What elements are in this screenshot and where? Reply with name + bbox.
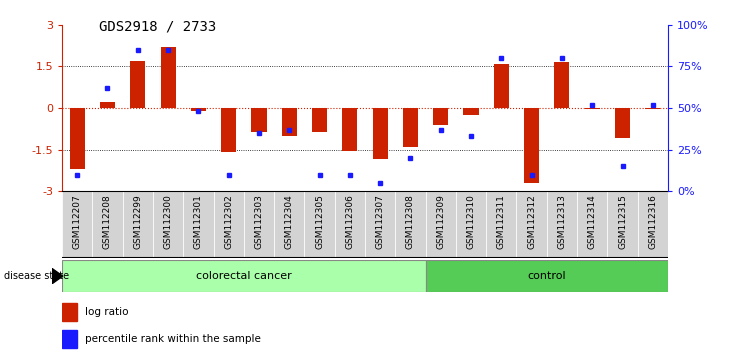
Bar [372,108,388,159]
Text: GSM112309: GSM112309 [437,195,445,250]
Text: GSM112314: GSM112314 [588,195,596,249]
Bar [123,191,153,258]
Bar [62,330,77,348]
Bar [456,191,486,258]
Polygon shape [52,268,63,284]
Text: GSM112310: GSM112310 [466,195,475,250]
Text: GSM112305: GSM112305 [315,195,324,250]
Bar [183,191,214,258]
Bar [493,64,509,108]
Text: GDS2918 / 2733: GDS2918 / 2733 [99,19,216,34]
Text: GSM112312: GSM112312 [527,195,536,249]
Bar [342,108,358,151]
Text: GSM112299: GSM112299 [134,195,142,249]
Text: percentile rank within the sample: percentile rank within the sample [85,334,261,344]
Bar [577,191,607,258]
Bar [161,47,176,108]
Text: GSM112308: GSM112308 [406,195,415,250]
Bar [403,108,418,147]
Text: colorectal cancer: colorectal cancer [196,271,292,281]
Bar [130,61,145,108]
Bar [251,108,266,132]
Bar [153,191,183,258]
Bar [615,108,630,138]
Text: GSM112306: GSM112306 [345,195,354,250]
Bar [426,260,668,292]
Bar [312,108,327,132]
Bar [638,191,668,258]
Bar [585,108,600,109]
Text: GSM112315: GSM112315 [618,195,627,250]
Bar [486,191,517,258]
Bar [554,62,569,108]
Bar [517,191,547,258]
Text: log ratio: log ratio [85,307,128,317]
Text: GSM112207: GSM112207 [73,195,82,249]
Bar [464,108,479,115]
Text: GSM112316: GSM112316 [648,195,657,250]
Text: GSM112313: GSM112313 [558,195,566,250]
Bar [304,191,335,258]
Bar [93,191,123,258]
Bar [214,191,244,258]
Text: GSM112304: GSM112304 [285,195,293,249]
Bar [100,102,115,108]
Bar [62,303,77,321]
Bar [274,191,304,258]
Bar [524,108,539,183]
Text: GSM112303: GSM112303 [255,195,264,250]
Bar [547,191,577,258]
Text: GSM112307: GSM112307 [376,195,385,250]
Bar [396,191,426,258]
Bar [62,260,426,292]
Bar [221,108,237,152]
Text: GSM112208: GSM112208 [103,195,112,249]
Text: control: control [528,271,566,281]
Text: GSM112311: GSM112311 [497,195,506,250]
Bar [645,108,661,109]
Bar [69,108,85,169]
Text: GSM112300: GSM112300 [164,195,172,250]
Text: GSM112301: GSM112301 [194,195,203,250]
Bar [365,191,396,258]
Bar [335,191,365,258]
Bar [433,108,448,125]
Bar [426,191,456,258]
Bar [607,191,638,258]
Bar [244,191,274,258]
Bar [282,108,297,136]
Bar [62,191,93,258]
Text: disease state: disease state [4,271,69,281]
Text: GSM112302: GSM112302 [224,195,233,249]
Bar [191,108,206,111]
